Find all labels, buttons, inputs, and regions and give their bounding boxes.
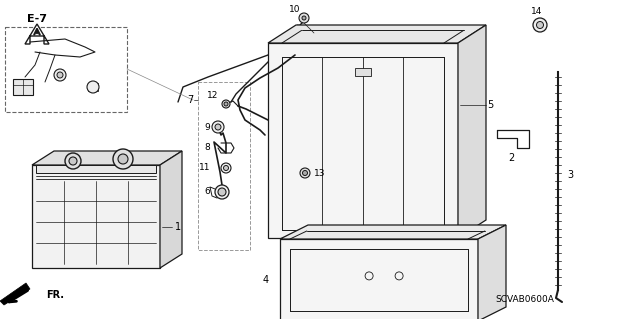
Text: FR.: FR. <box>46 290 64 300</box>
Text: 4: 4 <box>263 275 269 285</box>
Polygon shape <box>478 225 506 319</box>
Circle shape <box>69 157 77 165</box>
Polygon shape <box>32 151 182 165</box>
Text: 7: 7 <box>187 95 193 105</box>
Polygon shape <box>160 151 182 268</box>
Polygon shape <box>13 79 33 95</box>
Text: 1: 1 <box>175 222 181 232</box>
Polygon shape <box>268 43 458 238</box>
Text: 8: 8 <box>204 144 210 152</box>
Circle shape <box>118 154 128 164</box>
Polygon shape <box>36 165 156 173</box>
Circle shape <box>212 121 224 133</box>
Circle shape <box>533 18 547 32</box>
Circle shape <box>215 185 229 199</box>
Circle shape <box>223 166 228 170</box>
Text: 3: 3 <box>567 170 573 180</box>
Polygon shape <box>32 165 160 268</box>
Text: 13: 13 <box>314 168 326 177</box>
Text: 10: 10 <box>289 4 300 13</box>
Circle shape <box>54 69 66 81</box>
Circle shape <box>221 163 231 173</box>
Circle shape <box>218 188 226 196</box>
Text: 6: 6 <box>204 188 210 197</box>
Polygon shape <box>25 24 49 44</box>
Circle shape <box>87 81 99 93</box>
Circle shape <box>300 168 310 178</box>
Circle shape <box>303 170 307 175</box>
Text: 9: 9 <box>204 122 210 131</box>
Text: SCVAB0600A: SCVAB0600A <box>495 295 554 305</box>
Text: 2: 2 <box>508 153 514 163</box>
Circle shape <box>65 153 81 169</box>
Polygon shape <box>280 225 506 239</box>
Circle shape <box>57 72 63 78</box>
Polygon shape <box>355 68 371 76</box>
Circle shape <box>113 149 133 169</box>
Text: 11: 11 <box>198 164 210 173</box>
Polygon shape <box>0 283 30 305</box>
Text: 12: 12 <box>207 91 218 100</box>
Polygon shape <box>458 25 486 238</box>
Circle shape <box>222 100 230 108</box>
Circle shape <box>536 21 543 28</box>
Text: E-7: E-7 <box>27 14 47 24</box>
Circle shape <box>299 13 309 23</box>
Polygon shape <box>280 239 478 319</box>
Text: 5: 5 <box>487 100 493 110</box>
Polygon shape <box>268 25 486 43</box>
Circle shape <box>215 124 221 130</box>
Text: 14: 14 <box>531 8 543 17</box>
Circle shape <box>224 102 228 106</box>
Circle shape <box>302 16 306 20</box>
